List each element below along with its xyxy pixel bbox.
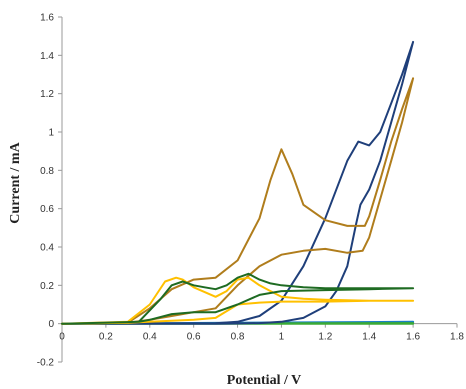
y-tick-label: 0.8 xyxy=(40,166,54,177)
x-tick-label: 1.8 xyxy=(450,332,464,343)
x-tick-label: 0.2 xyxy=(99,332,113,343)
ticks: 0 0.2 0.4 0.6 0.8 1 1.2 1.4 1.6 1.8 -0.2 0 0.2 0.4 0.6… xyxy=(37,13,465,369)
series-line-3 xyxy=(61,40,415,325)
x-tick-label: 0 xyxy=(59,332,65,343)
x-tick-label: 1.4 xyxy=(362,332,376,343)
series-line-4 xyxy=(61,77,415,325)
axes xyxy=(61,17,457,362)
y-axis-label: Current / mA xyxy=(8,141,23,223)
y-tick-label: 0 xyxy=(48,319,54,330)
y-tick-label: 1.6 xyxy=(40,13,54,24)
x-tick-label: 0.6 xyxy=(187,332,201,343)
y-tick-label: 1.4 xyxy=(40,51,54,62)
y-tick-label: 0.6 xyxy=(40,204,54,215)
y-tick-label: 0.2 xyxy=(40,281,54,292)
series-line-6 xyxy=(61,272,415,325)
series-line-5 xyxy=(61,276,415,325)
y-tick-label: 1 xyxy=(48,128,54,139)
x-tick-label: 1.2 xyxy=(318,332,332,343)
x-tick-label: 1.6 xyxy=(406,332,420,343)
y-tick-label: 0.4 xyxy=(40,243,54,254)
y-tick-label: 1.2 xyxy=(40,89,54,100)
x-axis-label: Potential / V xyxy=(227,373,301,388)
x-tick-label: 1 xyxy=(279,332,285,343)
y-tick-label: -0.2 xyxy=(37,358,55,369)
x-tick-label: 0.8 xyxy=(231,332,245,343)
x-tick-label: 0.4 xyxy=(143,332,157,343)
series-lines xyxy=(61,40,415,325)
